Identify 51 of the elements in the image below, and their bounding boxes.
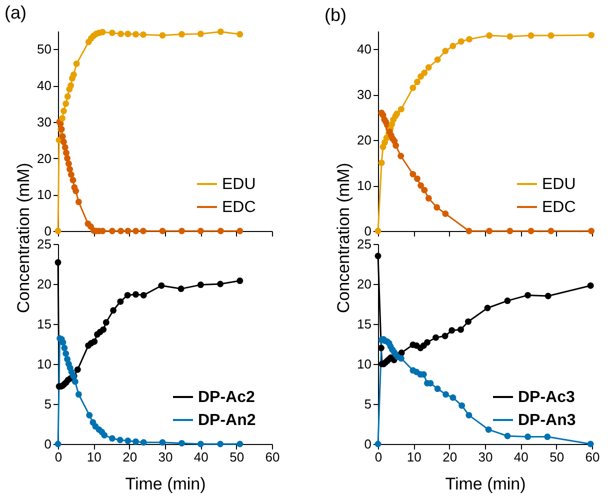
x-tick-label: 20 [442,450,458,464]
x-tick-label: 40 [514,450,528,464]
legend-label: EDU [542,176,576,193]
y-tick-label: 20 [37,276,52,292]
x-tick-label: 40 [194,450,208,464]
y-axis-title: Concentration (mM) [334,162,354,314]
x-tick-label: 0 [54,450,62,464]
legend-label: DP-An3 [518,412,576,429]
x-tick-label: 50 [230,450,244,464]
y-tick-label: 50 [37,42,52,57]
y-tick-label: 5 [364,396,372,412]
y-tick-label: 10 [357,356,372,372]
x-tick-label: 60 [585,450,600,464]
legend-label: DP-Ac3 [518,389,576,406]
x-tick-label: 20 [122,450,138,464]
y-tick-label: 10 [37,187,52,202]
y-tick-label: 0 [44,224,52,238]
x-tick-label: 10 [406,450,422,464]
x-tick-label: 0 [374,450,382,464]
legend-label: DP-An2 [198,412,256,429]
y-tick-label: 40 [357,42,372,57]
y-tick-label: 20 [357,276,372,292]
y-tick-label: 25 [357,236,372,252]
x-tick-label: 30 [158,450,173,464]
y-axis-title: Concentration (mM) [14,162,34,314]
x-axis-title: Time (min) [125,474,206,494]
y-tick-label: 10 [37,356,52,372]
x-tick-label: 60 [265,450,280,464]
y-tick-label: 15 [357,316,372,332]
legend-label: DP-Ac2 [198,389,256,406]
x-tick-label: 30 [478,450,493,464]
legend-label: EDC [542,199,576,216]
y-tick-label: 20 [357,132,372,148]
x-axis-title: Time (min) [445,474,526,494]
chart-title: (a) [4,2,27,22]
y-tick-label: 15 [37,316,52,332]
y-tick-label: 20 [37,150,52,166]
legend-label: EDU [222,176,256,193]
legend-label: EDC [222,199,256,216]
y-tick-label: 0 [44,436,52,452]
y-tick-label: 0 [364,436,372,452]
chart-title: (b) [324,5,347,25]
y-tick-label: 10 [357,178,372,194]
y-tick-label: 25 [37,236,52,252]
y-tick-label: 0 [364,224,372,238]
y-tick-label: 30 [357,87,372,102]
y-tick-label: 40 [37,78,52,94]
y-tick-label: 5 [44,396,52,412]
x-tick-label: 50 [550,450,564,464]
y-tick-label: 30 [37,114,52,130]
x-tick-label: 10 [86,450,102,464]
